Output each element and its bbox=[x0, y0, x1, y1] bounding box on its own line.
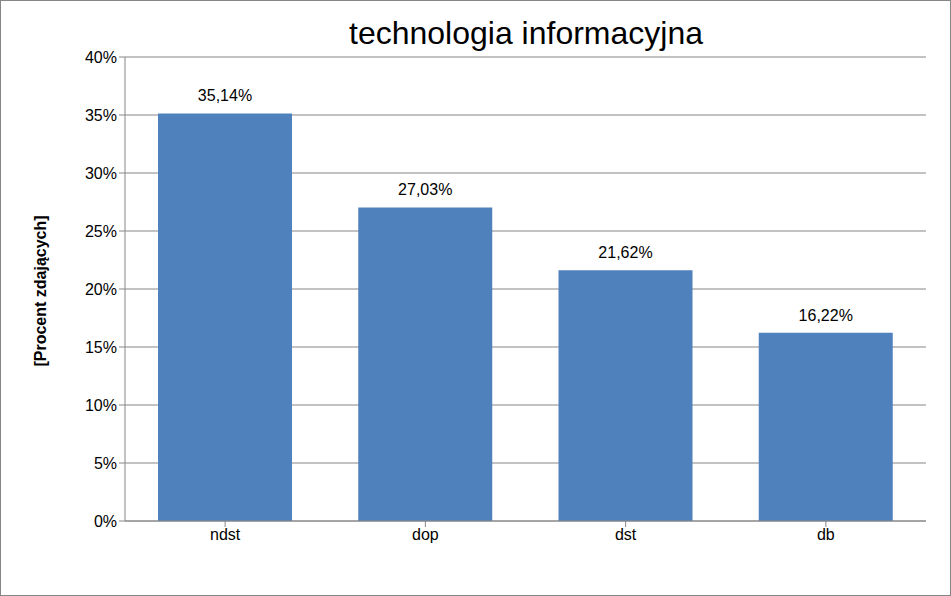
svg-text:dst: dst bbox=[615, 526, 637, 543]
svg-text:0%: 0% bbox=[94, 513, 117, 530]
svg-text:25%: 25% bbox=[85, 223, 117, 240]
svg-text:35%: 35% bbox=[85, 107, 117, 124]
html-text:[Procent zdających]: [Procent zdających] bbox=[32, 215, 49, 367]
svg-text:16,22%: 16,22% bbox=[799, 307, 853, 324]
svg-text:21,62%: 21,62% bbox=[598, 244, 652, 261]
svg-text:5%: 5% bbox=[94, 455, 117, 472]
svg-text:30%: 30% bbox=[85, 165, 117, 182]
svg-text:15%: 15% bbox=[85, 339, 117, 356]
svg-text:10%: 10% bbox=[85, 397, 117, 414]
svg-text:ndst: ndst bbox=[210, 526, 241, 543]
svg-text:db: db bbox=[817, 526, 835, 543]
svg-text:40%: 40% bbox=[85, 49, 117, 66]
svg-text:35,14%: 35,14% bbox=[198, 87, 252, 104]
svg-text:20%: 20% bbox=[85, 281, 117, 298]
html-text:technologia informacyjna: technologia informacyjna bbox=[349, 15, 703, 51]
svg-text:dop: dop bbox=[412, 526, 439, 543]
svg-text:27,03%: 27,03% bbox=[398, 181, 452, 198]
